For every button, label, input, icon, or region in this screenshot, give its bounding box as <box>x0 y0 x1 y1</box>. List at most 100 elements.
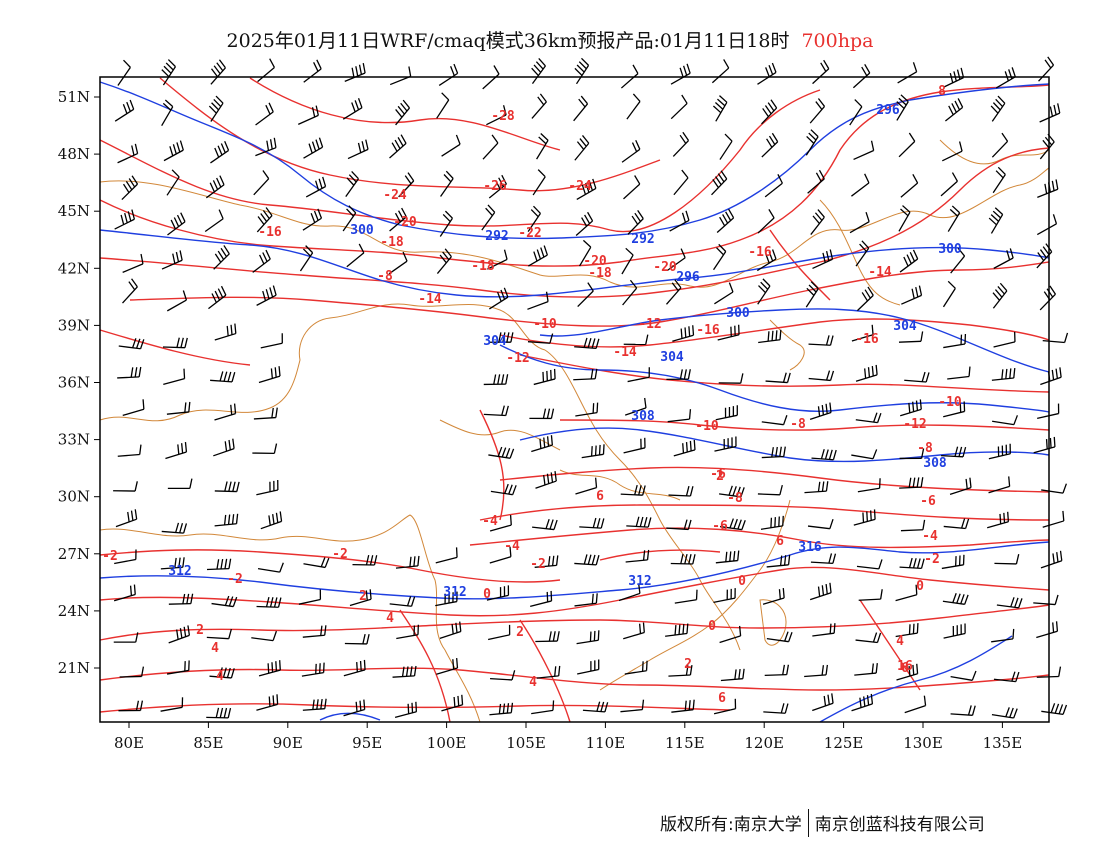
wind-barb <box>435 591 458 607</box>
contour-labels: -28-26 -24-24-16-20-22-18-20-18 -20-18-16-… <box>102 84 962 706</box>
wind-barb <box>441 134 461 157</box>
height-contour-line <box>519 427 1050 463</box>
wind-barb <box>121 175 139 201</box>
isotherm-label: 6 <box>901 661 909 676</box>
wind-barb <box>854 663 878 676</box>
wind-barb <box>761 415 788 426</box>
wind-barb <box>851 449 878 460</box>
wind-barb <box>993 331 1016 348</box>
isotherm-label: 6 <box>776 534 784 549</box>
wind-barb <box>114 549 137 565</box>
wind-barb <box>579 517 605 529</box>
wind-barb <box>810 553 837 564</box>
wind-barb <box>712 95 728 122</box>
isotherm-line <box>469 527 1050 549</box>
wind-barb <box>987 511 1010 529</box>
isotherm-label: 0 <box>708 619 716 634</box>
isotherm-label: -12 <box>903 417 926 432</box>
isotherm-label: -4 <box>922 529 938 544</box>
wind-barb <box>899 557 925 570</box>
wind-barb <box>992 282 1008 309</box>
wind-barb <box>1033 436 1056 454</box>
wind-barb <box>439 210 453 237</box>
wind-barb <box>761 99 778 125</box>
wind-barb <box>855 364 878 382</box>
lat-tick-label: 30N <box>58 488 90 506</box>
wind-barb <box>623 175 641 200</box>
lat-tick-label: 21N <box>58 659 90 677</box>
lat-tick-label: 51N <box>58 88 90 106</box>
isotherm-line <box>479 504 1050 521</box>
isotherm-label: -26 <box>483 179 507 194</box>
wind-barb <box>666 248 686 272</box>
wind-barb <box>761 446 786 459</box>
wind-barb <box>529 408 555 420</box>
wind-barb <box>260 333 283 349</box>
wind-barb <box>439 621 462 639</box>
wind-barb <box>206 628 233 640</box>
wind-barb <box>808 335 834 346</box>
wind-barb <box>805 281 819 308</box>
wind-barb <box>536 665 561 679</box>
wind-barb <box>626 516 652 528</box>
wind-barb <box>114 99 135 122</box>
wind-barb <box>167 212 186 236</box>
footer-credit: 版权所有:南京大学 南京创蓝科技有限公司 <box>660 809 985 839</box>
wind-barb <box>904 695 927 714</box>
wind-barb <box>856 559 883 570</box>
wind-barb <box>256 207 273 233</box>
lon-tick-label: 85E <box>193 734 223 752</box>
wind-barb <box>626 93 641 120</box>
height-contour-label: 300 <box>938 242 962 257</box>
border-line <box>99 303 546 422</box>
wind-barb <box>255 102 274 126</box>
wind-barb <box>349 589 372 607</box>
wind-barb <box>490 483 517 496</box>
wind-barb <box>352 554 378 566</box>
isotherm-line <box>129 261 1050 327</box>
wind-barb <box>807 518 834 530</box>
isotherm-label: -16 <box>748 245 772 260</box>
wind-barb <box>118 700 144 712</box>
height-contour-label: 308 <box>923 456 947 471</box>
wind-barb <box>714 282 734 305</box>
wind-barb <box>665 279 682 305</box>
wind-barb <box>763 703 789 714</box>
isotherm-label: 16 <box>897 659 913 674</box>
isotherm-line <box>249 77 561 151</box>
lon-tick-label: 135E <box>983 734 1023 752</box>
wind-barb <box>665 623 689 637</box>
isotherm-line <box>479 409 505 521</box>
wind-barb <box>1042 510 1065 528</box>
wind-barb <box>209 667 235 679</box>
isotherm-line <box>99 566 1050 617</box>
isotherm-line <box>499 466 1050 493</box>
height-contour-label: 304 <box>660 350 684 365</box>
wind-barb <box>574 135 590 161</box>
wind-barb <box>858 589 883 601</box>
border-line <box>99 514 481 723</box>
wind-barb <box>122 278 138 304</box>
wind-barb <box>256 285 277 306</box>
height-contour-line <box>99 541 1050 600</box>
isotherm-label: -18 <box>588 266 612 281</box>
lon-tick-label: 110E <box>586 734 626 752</box>
isotherm-label: 2 <box>196 623 204 638</box>
wind-barb <box>943 333 967 349</box>
footer-separator <box>807 809 809 837</box>
wind-barb <box>621 139 641 163</box>
isotherm-label: -16 <box>855 332 879 347</box>
wind-barb <box>117 444 142 457</box>
wind-barb <box>762 587 785 605</box>
wind-barb <box>715 405 738 421</box>
wind-barb <box>532 169 546 196</box>
wind-barb <box>673 169 689 196</box>
wind-barb <box>810 209 825 235</box>
isotherm-label: -6 <box>920 494 936 509</box>
wind-barb <box>486 105 507 126</box>
wind-barb <box>1037 403 1060 419</box>
wind-barb <box>577 282 594 307</box>
wind-barb <box>481 204 496 231</box>
height-contour-label: 296 <box>676 270 700 285</box>
height-contour-line <box>499 344 1050 413</box>
